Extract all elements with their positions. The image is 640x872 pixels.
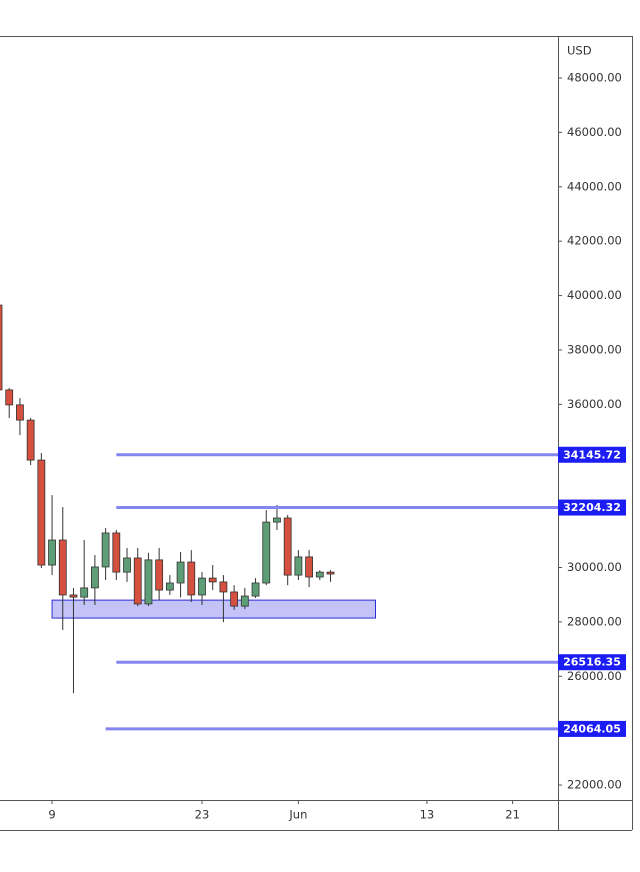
price-label-box — [558, 446, 626, 463]
candle-body — [58, 539, 67, 596]
y-tick-label: 30000.00 — [567, 560, 622, 574]
x-tick-label: Jun — [288, 808, 307, 822]
candle-body — [273, 517, 281, 523]
candle-body — [69, 594, 78, 598]
y-tick-label: 44000.00 — [567, 179, 622, 193]
candle-body — [80, 587, 89, 598]
candle-body — [26, 419, 35, 461]
candle-body — [123, 557, 131, 573]
candle-body — [326, 571, 335, 575]
x-tick-label: 9 — [48, 808, 55, 822]
price-label-box — [558, 654, 626, 671]
candle-body — [315, 571, 324, 578]
candle-body — [133, 557, 142, 605]
y-tick-label: 28000.00 — [567, 614, 622, 628]
price-label: 24064.05 — [563, 722, 621, 735]
y-tick-label: 36000.00 — [567, 397, 622, 411]
candle-body — [101, 532, 110, 568]
candle-body — [90, 566, 99, 589]
candle-body — [187, 561, 196, 596]
candle-body — [48, 539, 56, 566]
candle-body — [240, 595, 249, 607]
candle-body — [176, 561, 185, 584]
currency-label: USD — [567, 44, 592, 58]
candle-body — [37, 459, 46, 566]
y-tick-label: 42000.00 — [567, 234, 622, 248]
y-tick-label: 48000.00 — [567, 71, 622, 85]
x-tick-label: 13 — [420, 808, 435, 822]
candle-body — [305, 556, 313, 578]
support-zone — [51, 599, 376, 619]
candle-body — [219, 581, 228, 593]
price-label-box — [558, 499, 626, 516]
y-tick-label: 22000.00 — [567, 778, 622, 792]
candle-body — [283, 517, 292, 576]
candle-body — [208, 577, 217, 583]
candle-body — [112, 532, 121, 573]
price-label: 32204.32 — [563, 501, 621, 514]
y-tick-label: 38000.00 — [567, 342, 622, 356]
candle-body — [0, 304, 3, 391]
candle-body — [16, 404, 24, 421]
candle-body — [165, 582, 174, 591]
y-tick-label: 46000.00 — [567, 125, 622, 139]
y-tick-label: 40000.00 — [567, 288, 622, 302]
price-label: 26516.35 — [563, 656, 621, 669]
x-tick-label: 23 — [195, 808, 210, 822]
candle-body — [155, 559, 164, 591]
y-tick-label: 26000.00 — [567, 669, 622, 683]
candle-body — [198, 577, 206, 596]
candle-body — [251, 582, 260, 597]
plot — [0, 304, 376, 694]
x-tick-label: 21 — [505, 808, 520, 822]
candle-body — [294, 556, 303, 576]
price-label-box — [558, 720, 626, 737]
price-label: 34145.72 — [563, 448, 621, 461]
candle-body — [230, 591, 239, 607]
candle-body — [262, 521, 271, 584]
candle-body — [5, 389, 14, 406]
candle-body — [144, 559, 153, 605]
